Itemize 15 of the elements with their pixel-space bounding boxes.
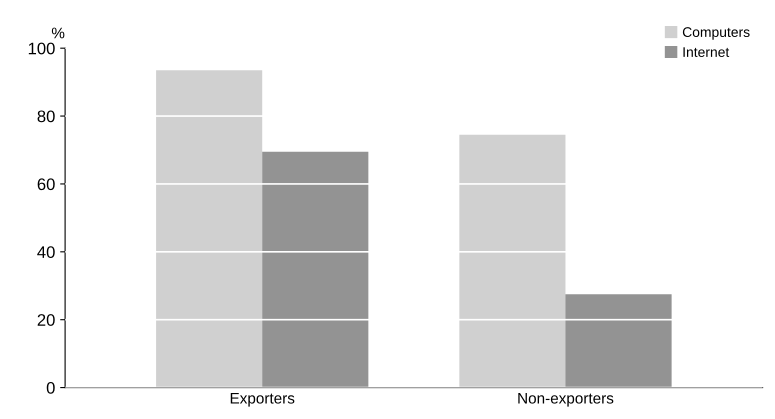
y-axis-title: % — [52, 28, 64, 38]
x-tick-label: Non-exporters — [518, 392, 614, 407]
x-tick-label: Exporters — [230, 392, 294, 407]
y-tick-label: 100 — [28, 42, 55, 54]
y-tick-label: 80 — [38, 110, 55, 122]
bar — [459, 134, 566, 388]
bar — [565, 294, 672, 388]
bar — [262, 152, 368, 388]
y-tick-label: 60 — [38, 178, 55, 190]
y-tick-label: 20 — [38, 314, 55, 326]
legend-label: Computers — [682, 27, 750, 40]
y-tick-label: 40 — [37, 246, 55, 258]
bar — [156, 70, 262, 388]
legend-label: Internet — [683, 47, 730, 57]
y-tick-label: 0 — [46, 382, 55, 394]
